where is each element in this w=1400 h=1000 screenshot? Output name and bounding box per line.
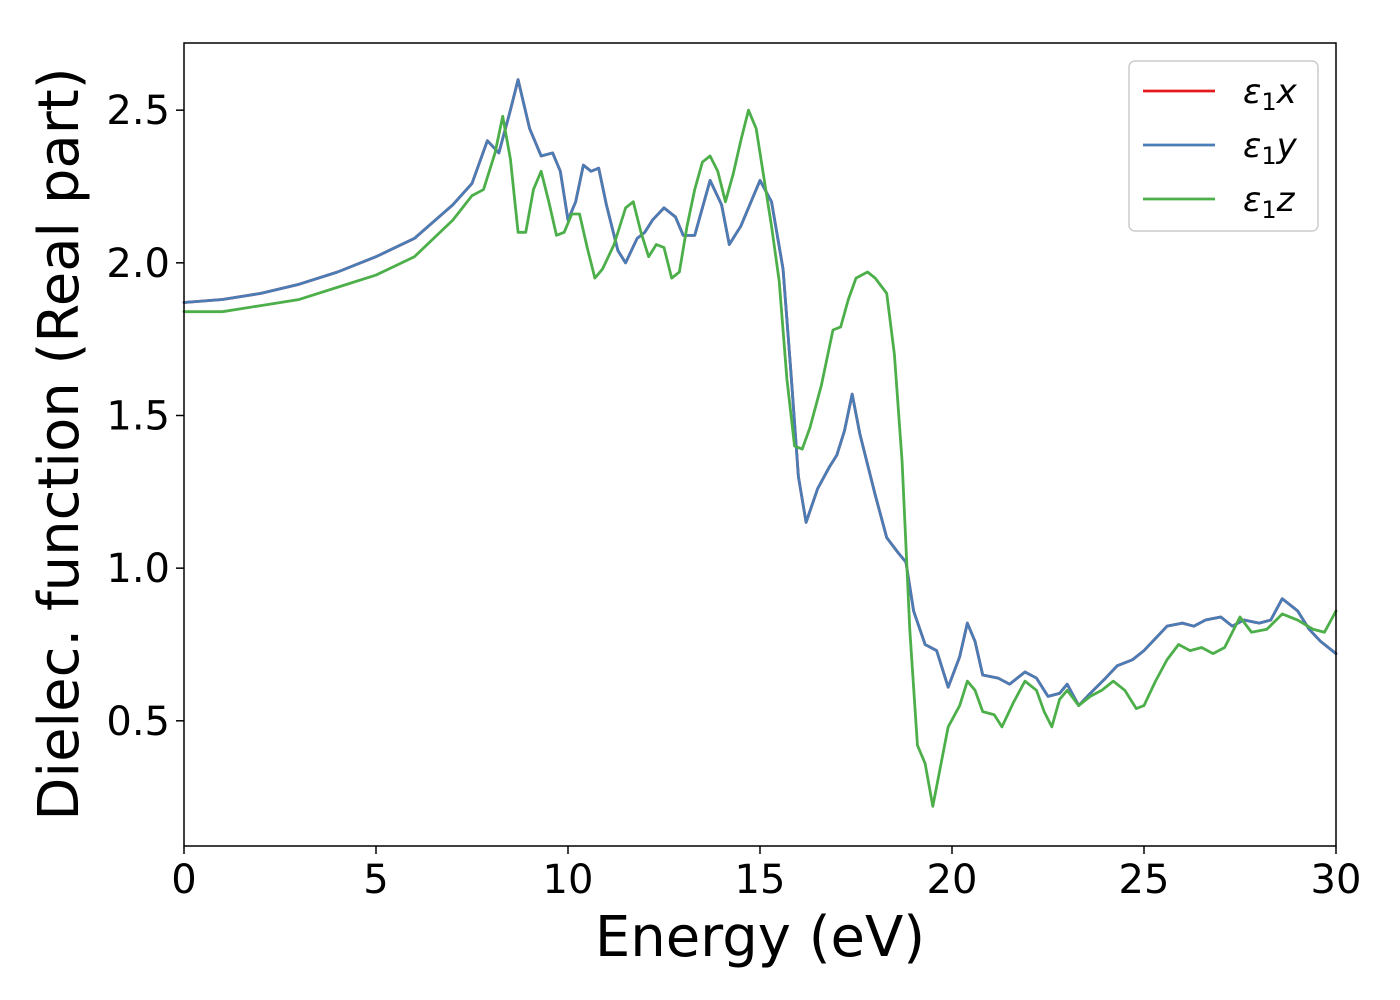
x-tick-label: 5 <box>363 857 388 903</box>
y-tick-label: 2.5 <box>106 88 170 134</box>
series-layer <box>182 78 1338 808</box>
x-tick-label: 30 <box>1311 857 1362 903</box>
x-tick-label: 20 <box>927 857 978 903</box>
y-axis-label: Dielec. function (Real part) <box>27 67 92 820</box>
legend-label-z: ε1z <box>1243 180 1296 224</box>
legend: ε1x ε1y ε1z <box>1128 60 1319 232</box>
y-tick-label: 0.5 <box>106 699 170 745</box>
x-axis-label: Energy (eV) <box>595 905 925 970</box>
y-tick-label: 2.0 <box>106 241 170 287</box>
x-tick-label: 10 <box>543 857 594 903</box>
x-tick-label: 0 <box>171 857 196 903</box>
legend-items: ε1x ε1y ε1z <box>1143 72 1298 224</box>
ticks-layer: 0 5 10 15 20 25 30 0.5 1.0 1.5 2.0 2.5 <box>106 88 1361 903</box>
series-line-z <box>182 108 1338 808</box>
y-tick-label: 1.5 <box>106 393 170 439</box>
x-tick-label: 25 <box>1119 857 1170 903</box>
legend-box <box>1128 60 1319 232</box>
x-tick-label: 15 <box>735 857 786 903</box>
legend-label-x: ε1x <box>1243 72 1298 116</box>
series-line-y <box>182 78 1338 707</box>
y-tick-label: 1.0 <box>106 546 170 592</box>
legend-label-y: ε1y <box>1243 126 1298 170</box>
